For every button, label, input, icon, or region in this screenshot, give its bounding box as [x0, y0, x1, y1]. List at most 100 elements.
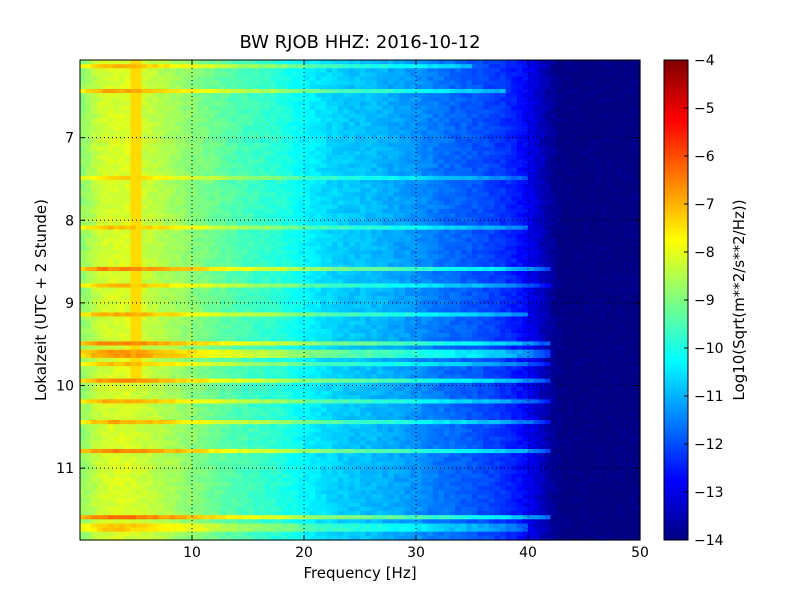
heatmap-cell [192, 382, 199, 388]
heatmap-cell [242, 482, 249, 487]
heatmap-cell [304, 366, 311, 371]
heatmap-cell [186, 208, 193, 214]
heatmap-cell [113, 180, 120, 185]
heatmap-cell [80, 473, 87, 479]
heatmap-cell [208, 436, 215, 442]
heatmap-cell [298, 126, 305, 131]
heatmap-cell [281, 287, 288, 293]
heatmap-cell [220, 328, 227, 334]
heatmap-cell [169, 386, 176, 392]
heatmap-cell [304, 304, 311, 309]
heatmap-cell [276, 482, 283, 487]
heatmap-cell [231, 399, 238, 405]
heatmap-cell [203, 477, 210, 483]
heatmap-cell [242, 515, 249, 520]
heatmap-cell [124, 482, 131, 487]
heatmap-cell [259, 175, 266, 181]
heatmap-cell [85, 337, 92, 342]
heatmap-cell [102, 122, 109, 127]
heatmap-cell [147, 275, 154, 280]
heatmap-cell [208, 233, 215, 239]
heatmap-cell [186, 382, 193, 388]
heatmap-cell [287, 428, 294, 434]
heatmap-cell [259, 233, 266, 239]
heatmap-cell [91, 370, 98, 376]
heatmap-cell [315, 175, 322, 181]
heatmap-cell [147, 448, 154, 454]
heatmap-cell [292, 353, 299, 359]
heatmap-cell [113, 498, 120, 504]
heatmap-cell [231, 465, 238, 471]
heatmap-cell [287, 167, 294, 173]
heatmap-cell [180, 403, 187, 409]
heatmap-cell [192, 469, 199, 475]
heatmap-cell [315, 283, 322, 289]
heatmap-cell [270, 167, 277, 173]
heatmap-cell [292, 84, 299, 90]
heatmap-cell [281, 399, 288, 405]
heatmap-cell [231, 159, 238, 165]
heatmap-cell [304, 138, 311, 144]
heatmap-cell [113, 138, 120, 144]
heatmap-cell [141, 316, 148, 322]
heatmap-cell [259, 341, 266, 347]
heatmap-cell [236, 324, 243, 330]
heatmap-cell [236, 229, 243, 235]
heatmap-cell [214, 221, 221, 227]
heatmap-cell [264, 175, 271, 181]
heatmap-cell [214, 88, 221, 94]
heatmap-cell [175, 531, 182, 537]
heatmap-cell [214, 378, 221, 384]
heatmap-cell [248, 362, 255, 367]
heatmap-cell [259, 254, 266, 260]
heatmap-cell [119, 395, 126, 400]
heatmap-cell [298, 188, 305, 194]
heatmap-cell [292, 308, 299, 314]
heatmap-cell [253, 151, 260, 156]
heatmap-cell [85, 535, 92, 541]
heatmap-cell [236, 134, 243, 140]
heatmap-cell [186, 366, 193, 371]
heatmap-cell [236, 531, 243, 537]
heatmap-cell [197, 506, 204, 512]
heatmap-cell [113, 64, 120, 69]
heatmap-cell [130, 204, 137, 210]
heatmap-cell [304, 208, 311, 214]
heatmap-cell [91, 159, 98, 165]
heatmap-cell [225, 473, 232, 479]
heatmap-cell [147, 519, 154, 525]
heatmap-cell [208, 511, 215, 516]
heatmap-cell [242, 126, 249, 131]
heatmap-cell [91, 527, 98, 533]
heatmap-cell [298, 357, 305, 363]
heatmap-cell [270, 531, 277, 537]
heatmap-cell [236, 60, 243, 65]
heatmap-cell [180, 486, 187, 491]
heatmap-cell [287, 300, 294, 305]
heatmap-cell [214, 122, 221, 127]
heatmap-cell [292, 395, 299, 400]
heatmap-cell [85, 386, 92, 392]
heatmap-cell [164, 221, 171, 227]
heatmap-cell [309, 175, 316, 181]
heatmap-cell [175, 126, 182, 131]
heatmap-cell [186, 353, 193, 359]
heatmap-cell [287, 80, 294, 86]
heatmap-cell [102, 155, 109, 160]
heatmap-cell [80, 328, 87, 334]
heatmap-cell [136, 531, 143, 537]
heatmap-cell [203, 316, 210, 322]
heatmap-cell [91, 353, 98, 359]
heatmap-cell [96, 204, 103, 210]
heatmap-cell [80, 502, 87, 508]
heatmap-cell [130, 287, 137, 293]
heatmap-cell [124, 84, 131, 90]
heatmap-cell [225, 411, 232, 417]
heatmap-cell [236, 180, 243, 185]
heatmap-cell [119, 304, 126, 309]
heatmap-cell [152, 374, 159, 380]
heatmap-cell [113, 477, 120, 483]
heatmap-cell [231, 457, 238, 462]
heatmap-cell [259, 511, 266, 516]
heatmap-cell [164, 204, 171, 210]
